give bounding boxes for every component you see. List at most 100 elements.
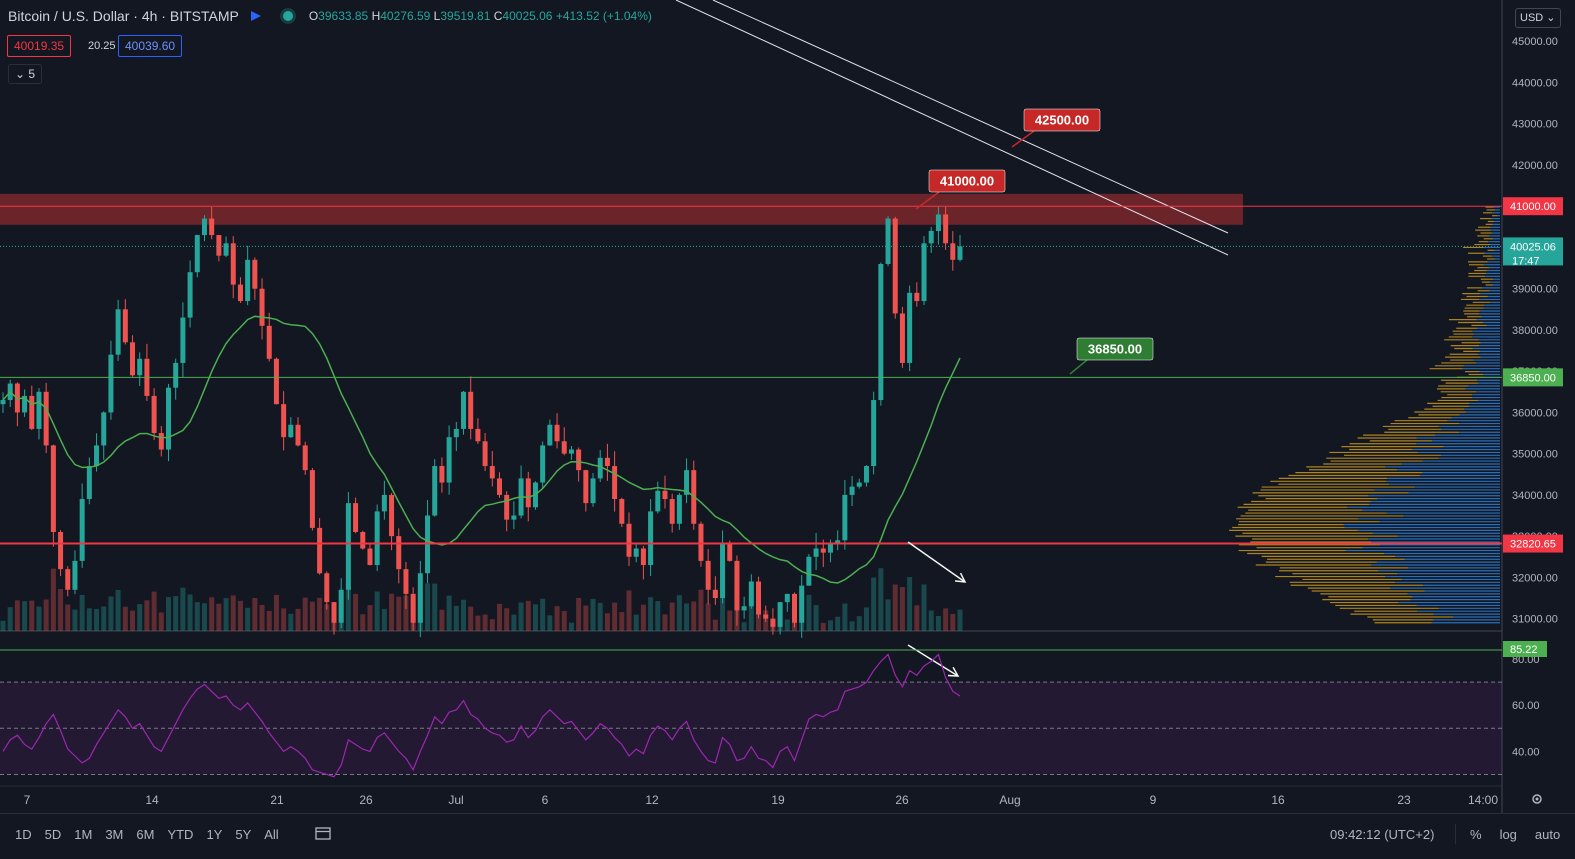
sell-button[interactable]: 40019.35 [7,35,71,57]
volume-bar [252,598,257,631]
candle-body [346,503,351,590]
volume-bar [22,601,27,631]
price-tick-label: 38000.00 [1512,325,1558,337]
volume-bar [871,578,876,631]
calendar-icon[interactable] [315,826,331,840]
log-toggle[interactable]: log [1500,827,1517,842]
candle-body [547,425,552,446]
candle-body [648,511,653,565]
candle-body [742,606,747,610]
volume-bar [864,607,869,631]
volume-bar [850,621,855,631]
volume-bar [907,577,912,631]
flag-icon[interactable] [251,11,261,21]
candle-body [58,532,63,569]
volume-bar [835,617,840,631]
candle-body [317,528,322,573]
candle-body [893,219,898,314]
settings-gear-icon[interactable] [1530,792,1544,806]
candle-body [303,445,308,470]
candle-body [655,491,660,512]
candle-body [806,557,811,586]
volume-bar [36,607,41,631]
candle-body [36,392,41,429]
range-all[interactable]: All [264,827,278,842]
volume-bar [202,603,207,631]
candle-body [159,433,164,449]
symbol-title[interactable]: Bitcoin / U.S. Dollar · 4h · BITSTAMP [8,8,239,24]
candle-body [116,309,121,354]
volume-bar [360,614,365,631]
candle-body [238,285,243,301]
volume-bar [763,610,768,631]
range-5d[interactable]: 5D [45,827,62,842]
volume-bar [792,604,797,631]
date-ranges: 1D 5D 1M 3M 6M YTD 1Y 5Y All [15,827,279,842]
candle-body [583,470,588,503]
candle-body [439,466,444,482]
axis-last-price-countdown: 17:47 [1512,255,1540,267]
candle-body [101,412,106,445]
range-1y[interactable]: 1Y [206,827,222,842]
callout-42500-pointer [1012,131,1034,147]
buy-button[interactable]: 40039.60 [118,35,182,57]
auto-toggle[interactable]: auto [1535,827,1560,842]
range-6m[interactable]: 6M [136,827,154,842]
volume-bar [670,603,675,631]
range-1m[interactable]: 1M [74,827,92,842]
volume-bar [950,614,955,631]
candle-body [958,246,963,259]
volume-bar [159,613,164,631]
volume-bar [346,584,351,631]
candle-body [281,404,286,437]
price-tick-label: 35000.00 [1512,449,1558,461]
candle-body [713,590,718,598]
volume-bar [634,615,639,631]
volume-bar [583,606,588,631]
volume-bar [44,599,49,631]
candle-body [202,219,207,235]
volume-bar [677,595,682,631]
candle-body [677,495,682,524]
candle-body [936,214,941,230]
currency-select[interactable]: USD ⌄ [1515,8,1561,28]
volume-bar [274,595,279,631]
volume-bar [288,614,293,631]
volume-bar [396,597,401,631]
ohlc-readout: O39633.85 H40276.59 L39519.81 C40025.06 … [309,9,652,23]
candle-body [324,573,329,602]
time-tick-label: 16 [1271,793,1285,807]
time-tick-label: 14 [145,793,159,807]
candle-body [166,388,171,450]
candle-body [706,561,711,590]
candle-body [137,359,142,375]
volume-bar [303,598,308,631]
candle-body [209,219,214,235]
volume-bar [605,613,610,631]
indicator-toggle[interactable]: ⌄ 5 [8,64,42,84]
volume-bar [684,603,689,631]
volume-bar [425,583,430,631]
candle-body [562,441,567,453]
candle-body [569,450,574,454]
candle-body [245,260,250,301]
range-1d[interactable]: 1D [15,827,32,842]
price-tick-label: 42000.00 [1512,160,1558,172]
volume-bar [447,596,452,631]
range-5y[interactable]: 5Y [235,827,251,842]
range-3m[interactable]: 3M [105,827,123,842]
candle-body [130,342,135,375]
range-ytd[interactable]: YTD [167,827,193,842]
clock[interactable]: 09:42:12 (UTC+2) [1330,827,1434,842]
candle-body [108,355,113,413]
volume-bar [799,591,804,631]
candle-body [511,516,516,520]
price-tick-label: 36000.00 [1512,407,1558,419]
candle-body [231,243,236,284]
candle-body [123,309,128,342]
candles [1,207,963,638]
percent-toggle[interactable]: % [1470,827,1482,842]
volume-bar [339,591,344,631]
candle-body [540,445,545,482]
